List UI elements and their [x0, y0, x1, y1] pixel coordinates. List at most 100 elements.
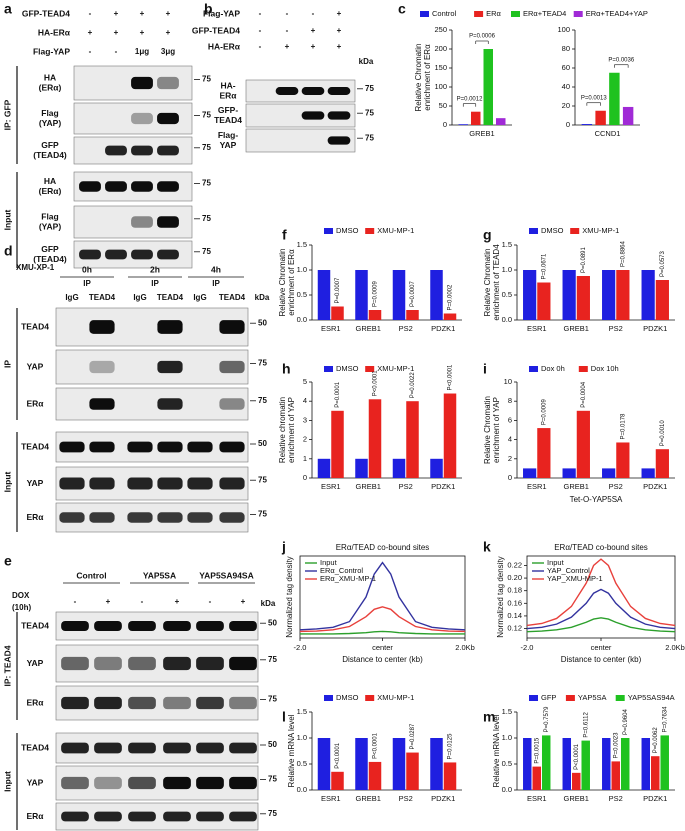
group-label: Input — [2, 471, 12, 492]
blot-band — [187, 512, 213, 523]
x-tick-label: center — [591, 643, 612, 652]
bar — [595, 110, 606, 125]
x-tick-label: GREB1 — [564, 482, 589, 491]
strip-label: Flag — [41, 108, 58, 118]
p-value: P<0.0001 — [448, 364, 454, 391]
blot-band — [128, 742, 156, 754]
blot-band — [105, 145, 127, 156]
y-tick-label: 2 — [303, 435, 307, 444]
header-cell: + — [88, 28, 93, 37]
legend-swatch — [565, 695, 575, 701]
blot-strip — [55, 611, 259, 641]
x-tick-label: PDZK1 — [431, 324, 455, 333]
bar — [576, 276, 590, 320]
y-tick-label: 8 — [508, 396, 512, 405]
y-tick-label: 1.5 — [297, 707, 307, 716]
bar — [581, 740, 590, 790]
blot-band — [89, 360, 115, 374]
y-tick-label: 10 — [504, 377, 512, 386]
strip-label: (YAP) — [39, 118, 62, 128]
y-tick-label: 0.0 — [502, 315, 512, 324]
legend-label: Dox 10h — [591, 364, 619, 373]
blot-band — [163, 656, 191, 671]
line-series — [526, 617, 676, 633]
condition-label: 0h — [82, 264, 92, 274]
group-label: Input — [2, 771, 12, 792]
p-value: P=0.9604 — [623, 708, 629, 735]
p-value: P=0.6112 — [583, 712, 589, 738]
treatment-label: (10h) — [12, 603, 31, 612]
header-cell: + — [311, 42, 316, 51]
blot-band — [128, 776, 156, 790]
x-tick-label: PDZK1 — [431, 794, 455, 803]
panel-label: e — [4, 553, 12, 569]
blot-band — [131, 76, 153, 90]
legend-label: GFP — [541, 693, 556, 702]
blot-band — [105, 181, 127, 192]
p-value: P<0.0001 — [373, 370, 379, 397]
bar — [496, 118, 506, 125]
blot-strip — [55, 349, 249, 385]
blot-band — [163, 776, 191, 790]
p-value: P=0.0062 — [653, 727, 659, 754]
strip-label: (ERα) — [39, 82, 62, 92]
blot-band — [157, 441, 183, 453]
chart-title: ERα/TEAD co-bound sites — [336, 543, 430, 552]
p-value: P=0.0006 — [469, 34, 496, 40]
header-cell: - — [286, 26, 289, 35]
bar — [471, 111, 481, 125]
p-value: P<0.0001 — [574, 743, 580, 770]
strip-label: ERα — [219, 90, 237, 100]
strip-label: YAP — [27, 361, 44, 371]
blot-strip — [245, 128, 356, 153]
header-label: HA-ERα — [38, 27, 71, 37]
p-value: P=0.0012 — [457, 96, 484, 102]
panel-label: f — [282, 227, 287, 243]
blot-band — [131, 145, 153, 156]
bar — [651, 756, 660, 790]
blot-band — [89, 441, 115, 453]
bar — [368, 310, 382, 320]
legend-label: YAP5SA — [578, 693, 607, 702]
x-tick-label: PS2 — [399, 482, 413, 491]
legend-label: Dox 0h — [541, 364, 565, 373]
kda-marker: 75 — [258, 396, 267, 405]
blot-band — [127, 441, 153, 453]
legend-swatch — [570, 228, 580, 234]
legend-label: ERα+TEAD4 — [523, 9, 566, 18]
bar — [655, 280, 669, 320]
blot-band — [157, 181, 179, 192]
legend-swatch — [511, 11, 520, 17]
blot-band — [229, 742, 257, 754]
x-tick-label: GREB1 — [564, 324, 589, 333]
kda-marker: 75 — [268, 695, 277, 704]
blot-band — [163, 696, 191, 710]
blot-band — [196, 776, 224, 790]
legend-swatch — [474, 11, 484, 17]
x-tick-label: 2.0Kb — [665, 643, 685, 652]
y-tick-label: 2 — [508, 454, 512, 463]
kda-marker: 50 — [258, 318, 267, 327]
blot-band — [128, 696, 156, 710]
kda-marker: 50 — [268, 618, 277, 627]
y-axis-title: enrichment of YAP — [492, 397, 501, 463]
x-tick-label: GREB1 — [564, 794, 589, 803]
bar — [581, 124, 593, 125]
blot-band — [131, 216, 153, 228]
legend-label: ERα_Control — [320, 566, 363, 575]
strip-label: YAP — [27, 478, 44, 488]
y-tick-label: 1.0 — [502, 265, 512, 274]
legend-swatch — [573, 11, 583, 17]
y-tick-label: 0.0 — [502, 785, 512, 794]
y-tick-label: 0 — [508, 473, 512, 482]
blot-band — [196, 811, 224, 822]
y-axis-title: Normalized tag density — [285, 556, 294, 637]
header-cell: - — [141, 597, 144, 606]
y-tick-label: 0.5 — [297, 759, 307, 768]
legend-swatch — [529, 366, 538, 372]
legend-label: Input — [320, 558, 338, 567]
strip-label: GFP — [41, 140, 59, 150]
line-series — [300, 630, 465, 635]
blot-band — [229, 620, 257, 632]
kda-marker: 75 — [202, 111, 211, 120]
